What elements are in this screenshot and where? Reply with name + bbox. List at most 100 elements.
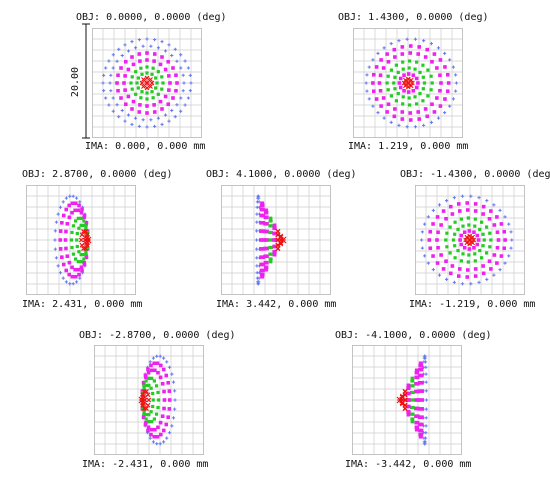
ray-point	[142, 410, 146, 414]
ray-point	[63, 238, 68, 242]
ray-point	[149, 368, 154, 373]
ray-point	[437, 203, 442, 207]
ray-point	[155, 442, 159, 446]
ray-point	[392, 81, 396, 85]
ray-point	[149, 432, 153, 437]
ray-point	[420, 230, 424, 234]
ray-point	[414, 85, 419, 90]
ray-point	[150, 90, 154, 94]
ray-point	[84, 254, 89, 259]
ray-point	[74, 280, 79, 284]
ray-point	[147, 420, 151, 424]
ray-point	[165, 436, 169, 440]
ray-point	[146, 428, 150, 433]
ray-point	[423, 440, 427, 444]
ray-point	[147, 376, 151, 380]
ray-point	[82, 215, 86, 220]
ray-point	[151, 440, 156, 444]
ray-point	[431, 254, 435, 258]
ray-point	[146, 397, 152, 403]
ray-point	[280, 237, 286, 243]
ray-point	[268, 257, 272, 261]
ray-point	[398, 76, 403, 81]
ray-point	[61, 276, 65, 280]
ray-point	[413, 389, 418, 394]
ray-point	[406, 391, 410, 396]
ray-point	[144, 383, 148, 387]
ray-point	[414, 414, 418, 419]
ray-point	[149, 44, 153, 48]
ray-point	[451, 97, 455, 101]
ray-point	[495, 215, 499, 219]
ray-point	[393, 75, 397, 79]
ray-point	[418, 367, 422, 372]
scale-bar	[82, 23, 90, 139]
ray-point	[452, 196, 456, 200]
ray-point	[145, 97, 149, 101]
ray-point	[407, 404, 411, 409]
ray-point	[84, 252, 88, 256]
ray-point	[392, 114, 397, 119]
ray-point	[419, 434, 423, 439]
field-5-ima-label: IMA: -1.219, 0.000 mm	[409, 299, 536, 310]
ray-point	[263, 254, 267, 259]
ray-point	[489, 267, 493, 271]
ray-point	[64, 207, 69, 212]
ray-point	[155, 81, 159, 85]
ray-point	[385, 52, 389, 56]
ray-point	[402, 88, 406, 93]
ray-point	[452, 280, 456, 284]
ray-point	[272, 249, 277, 254]
ray-point	[171, 416, 176, 420]
ray-point	[431, 222, 435, 226]
ray-point	[74, 196, 79, 200]
ray-point	[389, 68, 394, 72]
ray-point	[377, 81, 382, 85]
ray-point	[156, 370, 160, 375]
ray-point	[76, 216, 80, 220]
ray-point	[145, 65, 149, 69]
ray-point	[448, 225, 452, 229]
ray-point	[481, 264, 485, 268]
plot-frame	[221, 185, 331, 295]
ray-point	[123, 74, 127, 78]
ray-point	[467, 241, 473, 247]
ray-point	[170, 53, 174, 58]
ray-point	[156, 116, 161, 120]
ray-point	[408, 44, 413, 48]
ray-point	[465, 208, 470, 212]
ray-point	[382, 116, 386, 120]
ray-point	[475, 233, 480, 238]
ray-point	[422, 81, 427, 85]
ray-point	[492, 253, 497, 257]
ray-point	[473, 267, 478, 271]
ray-point	[451, 238, 456, 242]
ray-point	[400, 117, 405, 121]
ray-point	[259, 262, 263, 267]
ray-point	[61, 262, 66, 267]
field-6-ima-label: IMA: -2.431, 0.000 mm	[82, 459, 209, 470]
ray-point	[126, 67, 131, 72]
ray-point	[79, 210, 84, 215]
ray-point	[77, 226, 81, 230]
ray-point	[269, 238, 274, 242]
ray-point	[424, 372, 428, 376]
ray-point	[436, 46, 441, 50]
ray-point	[420, 381, 424, 385]
ray-point	[154, 412, 159, 416]
ray-point	[139, 80, 145, 86]
ray-point	[120, 108, 124, 113]
ray-point	[417, 117, 422, 121]
ray-point	[453, 256, 457, 260]
ray-point	[82, 223, 86, 227]
ray-point	[259, 255, 263, 259]
ray-point	[264, 210, 269, 215]
ray-point	[84, 250, 88, 254]
ray-point	[435, 66, 439, 70]
ray-point	[158, 432, 163, 437]
ray-point	[415, 425, 420, 430]
ray-point	[423, 107, 428, 111]
ray-point	[438, 73, 442, 78]
ray-point	[411, 73, 416, 78]
ray-point	[421, 75, 425, 79]
